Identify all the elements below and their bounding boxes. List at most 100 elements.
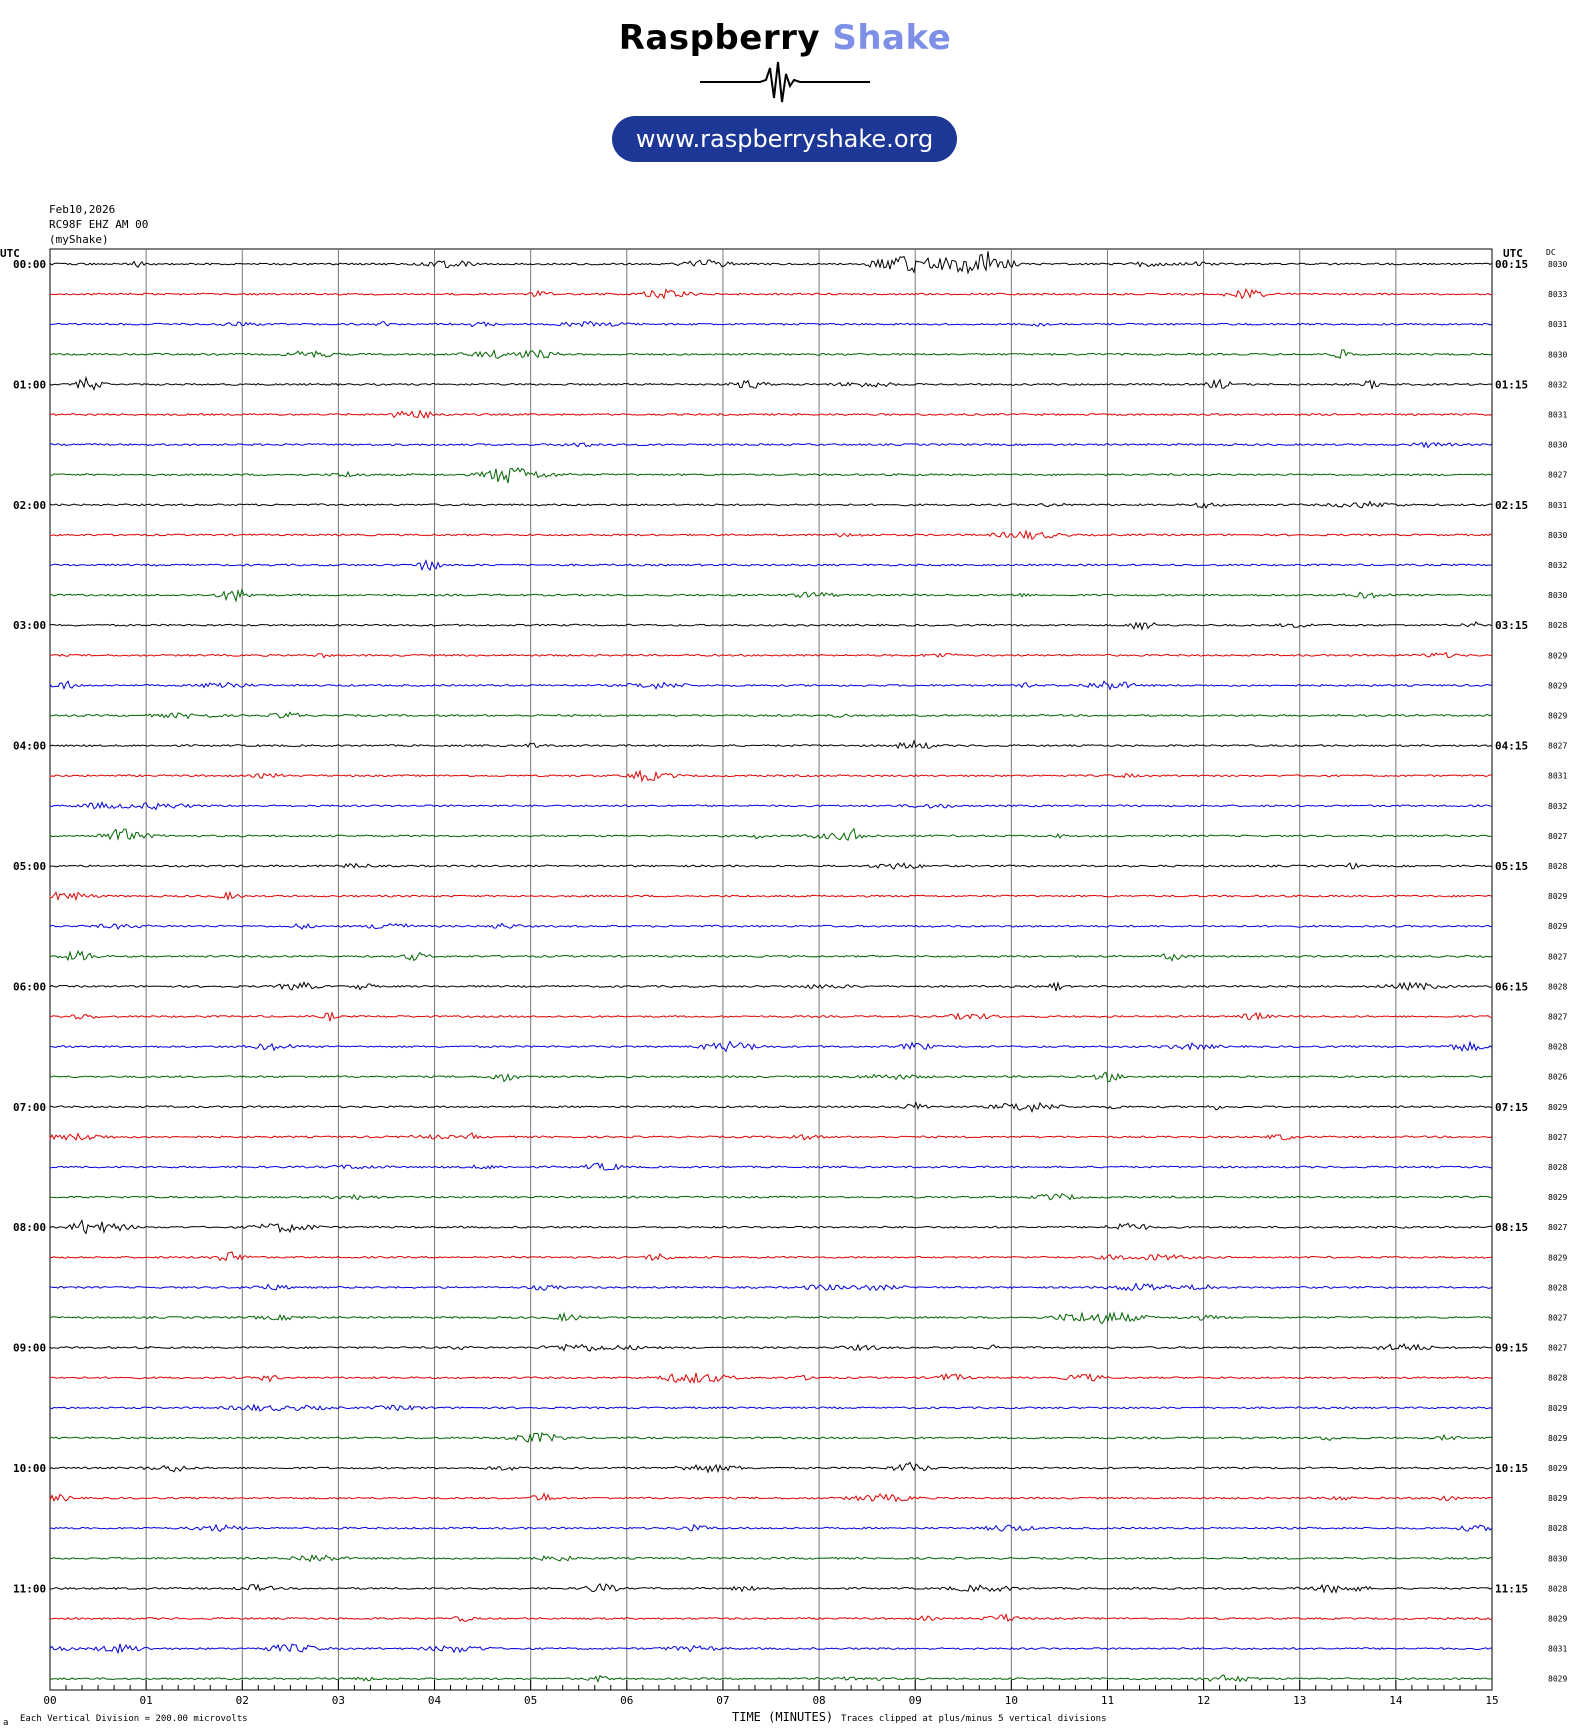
- website-url-pill[interactable]: www.raspberryshake.org: [612, 116, 957, 162]
- x-tick-label: 06: [620, 1694, 633, 1707]
- x-tick-label: 05: [524, 1694, 537, 1707]
- trace-line: [49, 1040, 1493, 1053]
- x-tick-label: 07: [716, 1694, 729, 1707]
- seismic-squiggle-icon: [700, 61, 870, 103]
- hour-label-left: 03:00: [13, 619, 46, 632]
- trace-line: [49, 680, 1493, 691]
- trace-line: [49, 862, 1493, 870]
- x-tick-label: 14: [1389, 1694, 1403, 1707]
- dc-offset-value: 8027: [1548, 471, 1567, 480]
- x-tick-label: 11: [1101, 1694, 1114, 1707]
- hour-label-left: 01:00: [13, 378, 46, 391]
- x-axis-title: TIME (MINUTES): [732, 1710, 834, 1724]
- hour-label-left: 10:00: [13, 1462, 46, 1475]
- trace-line: [49, 1523, 1493, 1533]
- station-label: RC98F EHZ AM 00: [49, 218, 149, 231]
- dc-offset-value: 8032: [1548, 561, 1567, 570]
- dc-offset-value: 8029: [1548, 1434, 1567, 1443]
- dc-offset-value: 8029: [1548, 922, 1567, 931]
- hour-label-right: 05:15: [1495, 860, 1528, 873]
- utc-left-label: UTC: [0, 247, 20, 260]
- dc-offset-value: 8028: [1548, 1584, 1567, 1593]
- trace-line: [49, 949, 1493, 962]
- dc-offset-value: 8029: [1548, 1103, 1567, 1112]
- logo-title: Raspberry Shake: [0, 18, 1570, 58]
- x-tick-label: 10: [1005, 1694, 1018, 1707]
- hour-label-left: 00:00: [13, 258, 46, 271]
- hour-label-left: 05:00: [13, 860, 46, 873]
- x-tick-label: 01: [140, 1694, 153, 1707]
- dc-offset-value: 8029: [1548, 1615, 1567, 1624]
- dc-offset-value: 8032: [1548, 380, 1567, 389]
- dc-offset-value: 8030: [1548, 441, 1567, 450]
- x-tick-label: 03: [332, 1694, 345, 1707]
- trace-line: [49, 500, 1493, 509]
- corner-mark: a: [3, 1718, 9, 1728]
- hour-label-left: 06:00: [13, 980, 46, 993]
- hour-label-right: 11:15: [1495, 1582, 1528, 1595]
- trace-line: [49, 1162, 1492, 1171]
- hour-label-left: 08:00: [13, 1221, 46, 1234]
- dc-offset-value: 8027: [1548, 742, 1567, 751]
- dc-offset-value: 8027: [1548, 1013, 1567, 1022]
- dc-offset-value: 8029: [1548, 651, 1567, 660]
- trace-line: [49, 409, 1493, 420]
- trace-line: [49, 1251, 1493, 1262]
- dc-offset-value: 8031: [1548, 772, 1567, 781]
- trace-line: [49, 1219, 1493, 1235]
- hour-label-right: 10:15: [1495, 1462, 1528, 1475]
- dc-offset-value: 8030: [1548, 1554, 1567, 1563]
- trace-line: [49, 375, 1493, 391]
- hour-label-right: 08:15: [1495, 1221, 1528, 1234]
- trace-line: [49, 1613, 1493, 1623]
- dc-offset-value: 8029: [1548, 712, 1567, 721]
- trace-line: [49, 1461, 1493, 1474]
- x-tick-label: 13: [1293, 1694, 1306, 1707]
- trace-line: [49, 1492, 1493, 1503]
- dc-offset-value: 8029: [1548, 1404, 1567, 1413]
- trace-line: [49, 251, 1493, 275]
- dc-offset-value: 8029: [1548, 1464, 1567, 1473]
- dc-offset-value: 8033: [1548, 290, 1567, 299]
- hour-label-right: 01:15: [1495, 378, 1528, 391]
- dc-offset-value: 8028: [1548, 1163, 1567, 1172]
- dc-offset-value: 8027: [1548, 1344, 1567, 1353]
- trace-line: [49, 1071, 1493, 1083]
- trace-line: [49, 1372, 1493, 1385]
- hour-label-left: 11:00: [13, 1582, 46, 1595]
- trace-line: [49, 981, 1493, 992]
- x-tick-label: 15: [1485, 1694, 1498, 1707]
- dc-offset-value: 8028: [1548, 1374, 1567, 1383]
- trace-line: [49, 739, 1493, 750]
- trace-line: [49, 466, 1493, 484]
- trace-line: [49, 1282, 1493, 1292]
- hour-label-right: 03:15: [1495, 619, 1528, 632]
- dc-offset-value: 8030: [1548, 591, 1567, 600]
- dc-offset-value: 8028: [1548, 621, 1567, 630]
- dc-offset-value: 8028: [1548, 1283, 1567, 1292]
- dc-offset-value: 8029: [1548, 1193, 1567, 1202]
- trace-line: [49, 1553, 1493, 1563]
- dc-offset-value: 8027: [1548, 1223, 1567, 1232]
- dc-offset-value: 8031: [1548, 1645, 1567, 1654]
- dc-offset-value: 8031: [1548, 501, 1567, 510]
- trace-line: [49, 1010, 1493, 1022]
- hour-label-left: 04:00: [13, 740, 46, 753]
- trace-line: [49, 621, 1493, 632]
- division-note: Each Vertical Division = 200.00 microvol…: [20, 1714, 248, 1724]
- hour-label-right: 04:15: [1495, 740, 1528, 753]
- logo-title-part1: Raspberry: [618, 18, 833, 58]
- dc-offset-value: 8028: [1548, 862, 1567, 871]
- x-tick-label: 04: [428, 1694, 442, 1707]
- dc-offset-value: 8027: [1548, 1133, 1567, 1142]
- dc-offset-value: 8028: [1548, 1043, 1567, 1052]
- trace-line: [49, 287, 1493, 300]
- dc-offset-value: 8027: [1548, 952, 1567, 961]
- trace-line: [49, 587, 1493, 603]
- hour-label-right: 07:15: [1495, 1101, 1528, 1114]
- trace-line: [49, 1583, 1493, 1594]
- trace-line: [49, 1403, 1493, 1412]
- hour-label-left: 02:00: [13, 499, 46, 512]
- trace-line: [49, 1101, 1492, 1113]
- dc-offset-value: 8029: [1548, 1675, 1567, 1684]
